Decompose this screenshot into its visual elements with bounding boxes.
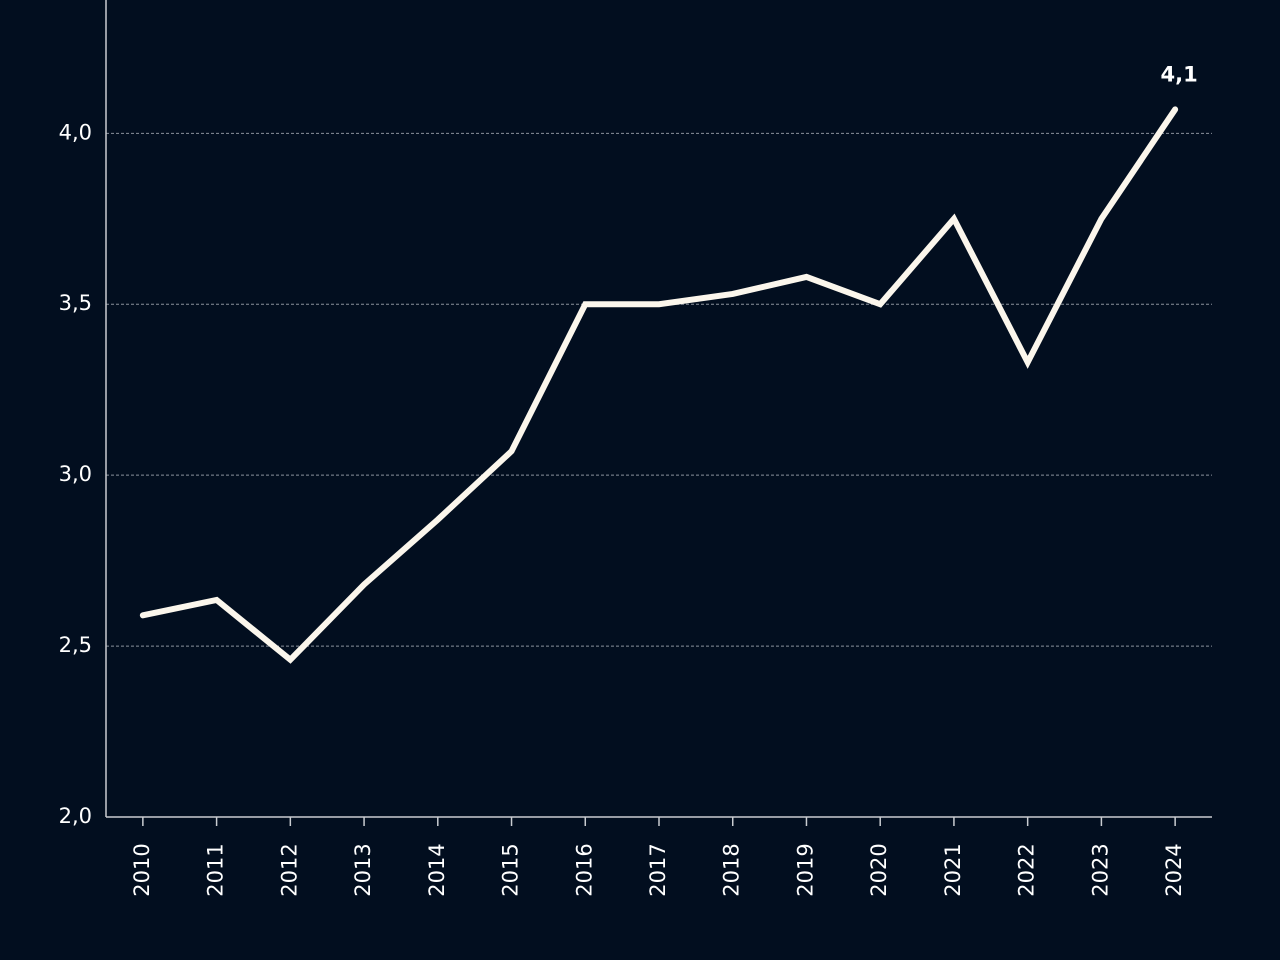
y-tick-label: 3,5 [59,291,92,315]
x-tick-label: 2022 [1015,843,1039,896]
value-label: 4,1 [1161,62,1198,86]
x-tick-label: 2023 [1088,843,1112,896]
x-tick-label: 2021 [941,843,965,896]
x-tick-label: 2024 [1162,843,1186,896]
x-tick-label: 2010 [130,843,154,896]
y-tick-label: 4,0 [59,120,92,144]
x-tick-label: 2012 [277,843,301,896]
x-tick-label: 2015 [499,843,523,896]
x-tick-label: 2016 [572,843,596,896]
y-tick-label: 2,5 [59,633,92,657]
x-tick-label: 2017 [646,843,670,896]
x-tick-label: 2018 [720,843,744,896]
x-tick-label: 2013 [351,843,375,896]
y-tick-label: 3,0 [59,462,92,486]
x-tick-label: 2011 [204,843,228,896]
x-tick-label: 2020 [867,843,891,896]
x-tick-label: 2019 [793,843,817,896]
x-tick-label: 2014 [425,843,449,896]
line-series [139,106,1179,664]
y-tick-label: 2,0 [59,804,92,828]
